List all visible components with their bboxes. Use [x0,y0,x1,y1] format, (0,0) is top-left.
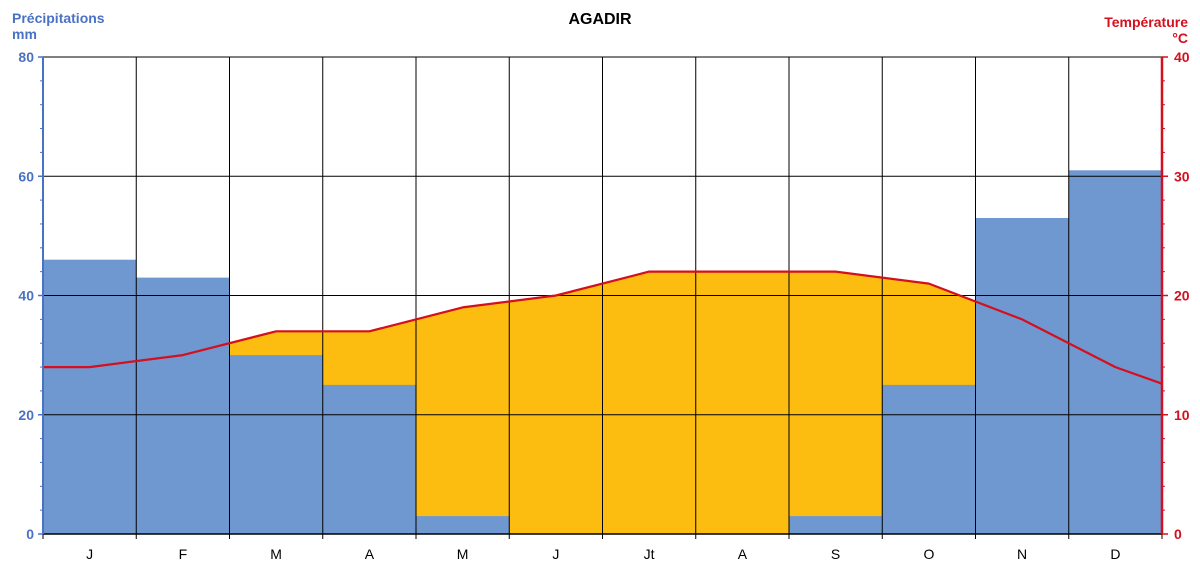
x-tick-label: A [738,546,748,562]
left-tick-label: 80 [18,49,34,65]
left-tick-label: 20 [18,407,34,423]
right-tick-label: 10 [1174,407,1190,423]
x-tick-label: N [1017,546,1027,562]
left-tick-label: 60 [18,168,34,184]
right-axis-label: Température °C [1104,14,1188,46]
precipitation-bar [789,516,883,534]
right-tick-label: 0 [1174,526,1182,542]
x-tick-label: J [552,546,559,562]
right-tick-label: 30 [1174,168,1190,184]
precipitation-bar [1068,170,1163,535]
precipitation-bar [975,218,1069,534]
x-tick-label: O [923,546,934,562]
precipitation-bar [416,516,510,534]
left-tick-label: 0 [26,526,34,542]
right-axis-label-unit: °C [1172,30,1188,46]
precipitation-bar [322,384,417,534]
x-tick-label: M [270,546,282,562]
precipitation-bar [882,384,976,534]
x-tick-label: A [365,546,375,562]
x-tick-label: M [457,546,469,562]
precipitation-bar [136,277,230,534]
left-axis-label: Précipitations mm [12,10,105,42]
left-axis-label-unit: mm [12,26,37,42]
precipitation-bar [43,259,137,534]
x-tick-label: J [86,546,93,562]
left-tick-label: 40 [18,288,34,304]
right-axis-label-title: Température [1104,14,1188,30]
x-tick-label: Jt [644,546,655,562]
precipitation-bar [229,355,323,534]
chart-title: AGADIR [568,11,632,28]
left-axis-label-title: Précipitations [12,10,105,26]
right-tick-label: 20 [1174,288,1190,304]
x-tick-label: F [179,546,188,562]
temperature-line [43,270,1163,385]
x-tick-label: D [1110,546,1120,562]
right-tick-label: 40 [1174,49,1190,65]
x-tick-label: S [831,546,840,562]
